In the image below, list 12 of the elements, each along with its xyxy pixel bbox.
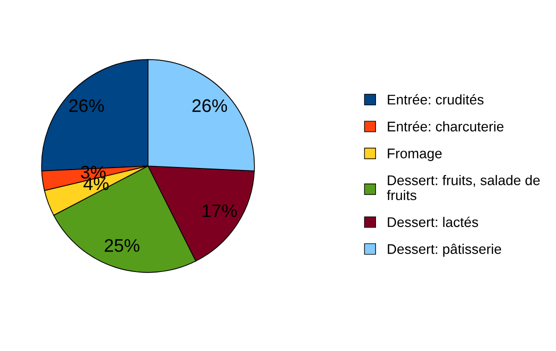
legend-label: Fromage (388, 148, 442, 162)
data-label: 26% (69, 99, 104, 112)
data-label: 26% (192, 99, 228, 112)
legend-label: Entrée: charcuterie (388, 121, 504, 132)
data-label: 4% (84, 178, 109, 190)
data-label: 17% (202, 204, 237, 218)
legend-label: Dessert: lactés (388, 216, 478, 228)
data-label: 25% (104, 239, 140, 252)
legend-label: Entrée: crudités (388, 94, 484, 105)
legend-label: Dessert: pâtisserie (388, 244, 502, 257)
data-label: 3% (80, 166, 106, 179)
legend-label: Dessert: fruits, salade de fruits (386, 175, 540, 200)
